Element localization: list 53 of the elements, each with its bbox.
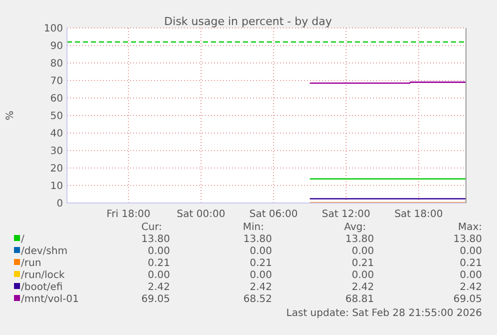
text: 0.00: [148, 246, 170, 257]
legend-label: /run/lock: [21, 270, 65, 281]
text: 13.80: [345, 234, 374, 245]
text: Min:: [242, 222, 264, 233]
legend-label: /: [21, 234, 25, 245]
text: 0.00: [148, 270, 170, 281]
legend-label: /dev/shm: [21, 246, 68, 257]
y-tick-label: 70: [50, 76, 63, 87]
text: 0.21: [460, 258, 482, 269]
x-tick-label: Sat 18:00: [394, 209, 443, 220]
text: 0.00: [460, 270, 482, 281]
y-tick-label: 100: [44, 24, 63, 34]
y-tick-label: 40: [50, 128, 63, 140]
text: 68.81: [345, 294, 374, 305]
text: 69.05: [141, 294, 170, 305]
y-tick-label: 0: [56, 198, 63, 210]
text: 0.21: [148, 258, 170, 269]
text: Last update: Sat Feb 28 21:55:00 2026: [286, 308, 482, 319]
y-tick-label: 80: [50, 58, 63, 70]
text: 0.21: [250, 258, 272, 269]
text: Avg:: [344, 222, 366, 233]
y-tick-label: 30: [50, 146, 63, 157]
text: 13.80: [243, 234, 272, 245]
x-tick-label: Fri 18:00: [106, 209, 150, 220]
y-tick-label: 20: [50, 164, 63, 174]
y-tick-label: 60: [50, 94, 63, 104]
text: 13.80: [453, 234, 482, 245]
text: 13.80: [141, 234, 170, 245]
legend-label: /mnt/vol-01: [21, 294, 79, 305]
text: 2.42: [352, 282, 374, 293]
text: 0.00: [352, 270, 374, 281]
text: 68.52: [243, 294, 272, 305]
legend-label: /run: [21, 258, 42, 269]
text: 0.00: [460, 246, 482, 257]
text: 2.42: [148, 282, 170, 293]
y-tick-label: 50: [50, 111, 63, 122]
y-tick-label: 90: [50, 41, 63, 52]
x-tick-label: Sat 06:00: [249, 209, 298, 220]
y-tick-label: 10: [50, 181, 63, 192]
x-tick-label: Sat 00:00: [176, 209, 226, 220]
text: 0.00: [250, 246, 272, 257]
text: 0.00: [352, 246, 374, 257]
text: 0.21: [352, 258, 374, 269]
chart-title: Disk usage in percent - by day: [164, 15, 332, 28]
text: 2.42: [460, 282, 482, 293]
text: Cur:: [141, 222, 162, 233]
x-tick-label: Sat 12:00: [322, 209, 370, 220]
legend-label: /boot/efi: [21, 282, 63, 293]
y-axis-title: %: [5, 110, 16, 120]
text: 69.05: [453, 294, 482, 305]
text: Max:: [458, 222, 482, 233]
text: 0.00: [250, 270, 272, 281]
text: 2.42: [250, 282, 272, 293]
